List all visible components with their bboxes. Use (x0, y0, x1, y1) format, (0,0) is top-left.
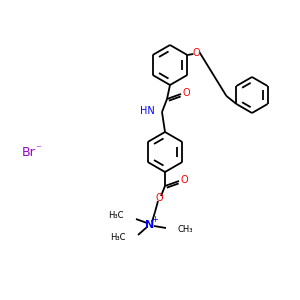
Text: Br: Br (22, 146, 36, 158)
Text: +: + (151, 215, 158, 224)
Text: N: N (146, 220, 154, 230)
Text: O: O (155, 193, 163, 203)
Text: CH₃: CH₃ (178, 224, 194, 233)
Text: HN: HN (140, 106, 155, 116)
Text: O: O (182, 88, 190, 98)
Text: H₃C: H₃C (109, 212, 124, 220)
Text: H₃C: H₃C (110, 233, 126, 242)
Text: O: O (180, 175, 188, 185)
Text: O: O (193, 48, 200, 58)
Text: ⁻: ⁻ (35, 144, 41, 154)
